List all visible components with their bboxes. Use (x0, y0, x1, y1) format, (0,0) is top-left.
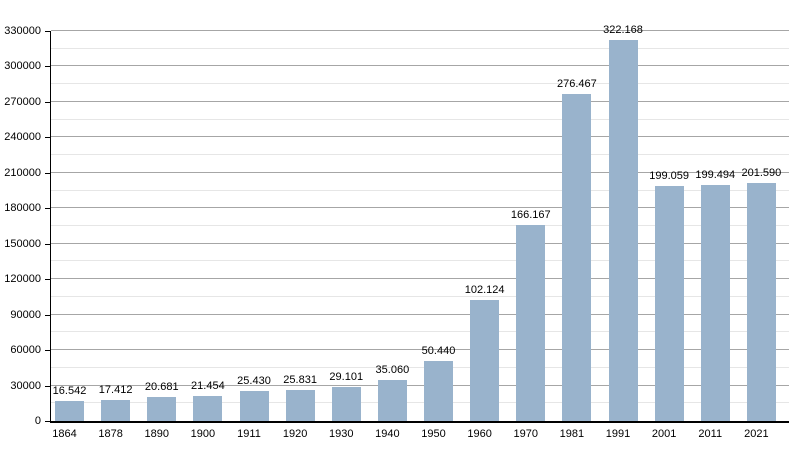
bar-value-label: 21.454 (191, 379, 225, 392)
y-tick-mark (45, 350, 50, 352)
x-tick-label: 1950 (421, 428, 446, 440)
bar-1864 (55, 401, 84, 421)
gridline-minor (51, 118, 789, 120)
bar-1981 (562, 94, 592, 421)
x-tick-label: 1930 (329, 428, 354, 440)
x-tick-label: 1940 (375, 428, 400, 440)
bar-value-label: 17.412 (98, 384, 133, 397)
bar-1911 (239, 390, 269, 421)
gridline-major (51, 171, 789, 173)
x-tick-label: 1991 (605, 428, 631, 440)
bar-value-label: 25.831 (283, 374, 317, 387)
y-tick-label: 60000 (10, 344, 41, 357)
y-axis: 0 30000 60000 90000 120000 150000 180000 210000… (0, 25, 50, 427)
gridline-major (51, 65, 789, 67)
bar-value-label: 201.590 (741, 166, 782, 179)
y-tick-label: 180000 (4, 202, 41, 215)
gridline-minor (51, 225, 789, 226)
bar-2001 (654, 185, 684, 421)
x-tick-label: 1864 (52, 428, 77, 440)
bar-1970 (516, 224, 546, 421)
bar-value-label: 102.124 (464, 284, 505, 297)
y-tick-mark (45, 279, 50, 281)
y-tick-label: 300000 (4, 60, 41, 73)
bar-1940 (377, 379, 407, 421)
y-tick-mark (45, 137, 50, 139)
gridline-major (51, 313, 789, 315)
gridline-major (51, 207, 789, 209)
x-axis-labels: 1864 1878 1890 1900 1911 1920 1930 1940 1950 1960… (50, 427, 789, 443)
y-tick-label: 30000 (10, 379, 41, 392)
x-tick-label: 2011 (698, 428, 723, 440)
gridline-major (51, 349, 789, 351)
y-tick-label: 0 (34, 415, 41, 427)
y-tick-label: 330000 (4, 25, 41, 37)
bar-value-label: 276.467 (556, 78, 597, 91)
gridline-minor (51, 189, 789, 191)
y-tick-label: 210000 (4, 166, 41, 179)
y-tick-mark (45, 31, 50, 32)
y-tick-label: 240000 (4, 131, 41, 144)
y-tick-mark (45, 208, 50, 210)
gridline-minor (51, 366, 789, 368)
x-tick-label: 1890 (144, 428, 169, 440)
y-tick-mark (45, 421, 50, 422)
bar-2021 (746, 182, 776, 421)
bar-value-label: 35.060 (375, 363, 410, 376)
bar-value-label: 166.167 (510, 208, 551, 221)
bar-value-label: 25.430 (237, 374, 271, 387)
y-tick-label: 150000 (4, 237, 41, 250)
bar-1878 (101, 400, 131, 421)
y-tick-mark (45, 314, 50, 316)
x-tick-label: 1960 (467, 428, 492, 440)
y-tick-mark (45, 243, 50, 245)
bar-1960 (470, 300, 500, 421)
gridline-minor (51, 83, 789, 85)
bar-value-label: 16.542 (52, 385, 87, 398)
bar-1890 (147, 396, 177, 421)
gridline-major (51, 100, 789, 102)
bar-1930 (331, 386, 361, 421)
bar-1900 (193, 395, 223, 421)
bar-value-label: 322.168 (603, 24, 643, 37)
bar-1920 (285, 390, 315, 421)
gridline-minor (51, 47, 789, 49)
bar-2011 (700, 185, 730, 421)
bar-value-label: 199.494 (695, 169, 736, 182)
x-tick-label: 1900 (190, 428, 216, 440)
gridline-major (51, 242, 789, 244)
gridline-major (51, 30, 789, 31)
plot-area: 16.542 17.412 20.681 21.454 25.430 25.831 29.1… (50, 24, 789, 423)
gridline-minor (51, 295, 789, 297)
x-tick-label: 1911 (237, 428, 261, 440)
y-tick-mark (45, 66, 50, 68)
bar-1991 (608, 40, 638, 421)
x-tick-label: 1981 (559, 428, 585, 440)
y-tick-mark (45, 385, 50, 387)
y-tick-mark (45, 172, 50, 174)
x-tick-label: 1878 (98, 428, 123, 440)
y-tick-label: 120000 (4, 273, 41, 286)
gridline-minor (51, 402, 789, 404)
gridline-major (51, 136, 789, 138)
y-tick-label: 90000 (10, 308, 41, 321)
x-tick-label: 1920 (282, 428, 308, 440)
bar-1950 (424, 361, 453, 421)
gridline-minor (51, 331, 789, 333)
bar-value-label: 20.681 (144, 380, 179, 393)
gridline-minor (51, 154, 789, 156)
gridline-major (51, 384, 789, 386)
y-tick-label: 270000 (4, 95, 41, 108)
x-tick-label: 2001 (651, 428, 677, 440)
bar-value-label: 199.059 (649, 169, 690, 182)
y-tick-mark (45, 101, 50, 103)
x-tick-label: 2021 (744, 428, 769, 440)
gridline-minor (51, 260, 789, 262)
x-tick-label: 1970 (513, 428, 538, 440)
gridline-major (51, 278, 789, 280)
bar-value-label: 50.440 (421, 345, 456, 358)
bar-value-label: 29.101 (329, 370, 364, 383)
